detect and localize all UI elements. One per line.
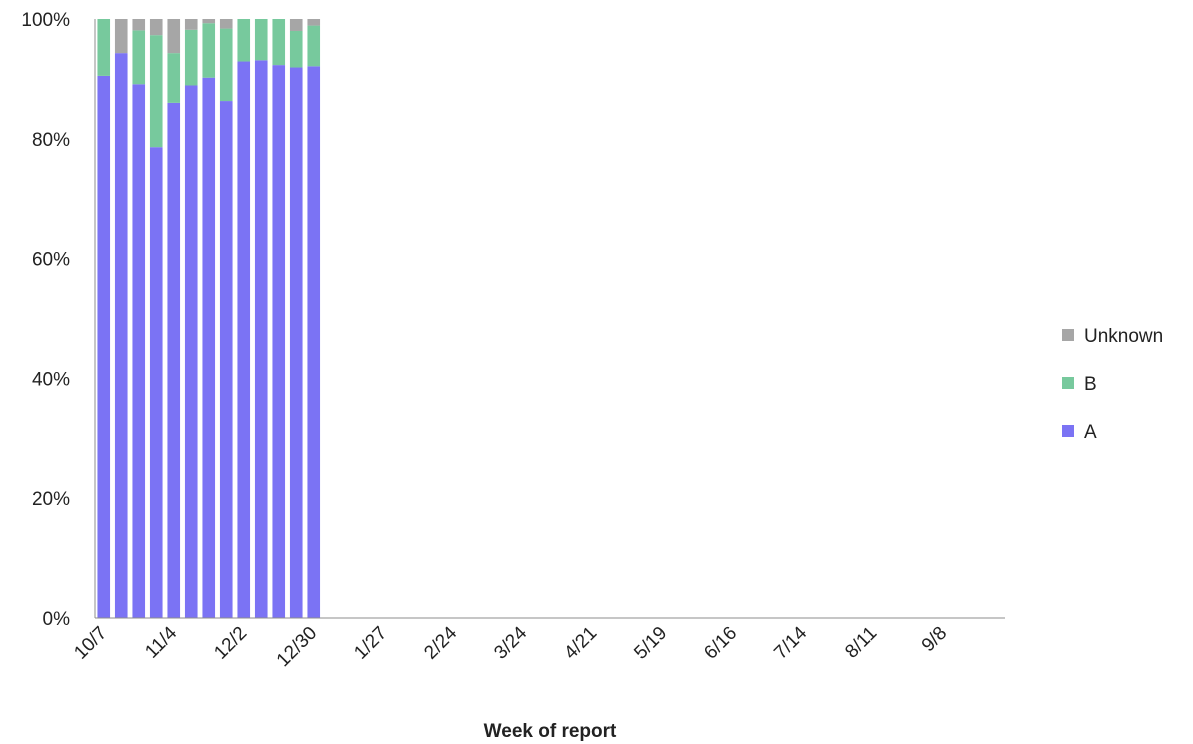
x-tick-label: 12/30 [273, 623, 321, 671]
bar-segment-b-12-9 [254, 19, 268, 61]
x-tick-label: 9/8 [918, 623, 952, 657]
bar-segment-a-10-14 [114, 53, 128, 618]
bar-segment-unknown-11-25 [219, 19, 233, 29]
legend-swatch-b [1062, 377, 1074, 389]
bar-segment-a-10-7 [97, 75, 111, 618]
x-tick-label: 1/27 [350, 623, 391, 664]
x-tick-label: 12/2 [210, 623, 251, 664]
bar-segment-a-12-23 [289, 67, 303, 618]
bar-segment-unknown-10-28 [149, 19, 163, 36]
bar-segment-a-11-25 [219, 101, 233, 618]
bar-segment-a-12-9 [254, 60, 268, 618]
y-tick-label: 60% [32, 250, 70, 271]
bar-segment-unknown-11-18 [202, 19, 216, 24]
bar-segment-a-11-11 [184, 85, 198, 619]
bar-segment-unknown-12-30 [307, 19, 321, 26]
bar-segment-a-10-28 [149, 147, 163, 618]
bar-segment-b-12-23 [289, 30, 303, 68]
bar-segment-a-12-2 [237, 61, 251, 618]
bar-segment-b-11-11 [184, 29, 198, 86]
legend-swatch-unknown [1062, 329, 1074, 341]
x-tick-label: 11/4 [141, 622, 181, 662]
x-tick-label: 2/24 [420, 622, 461, 663]
bar-segment-unknown-12-23 [289, 19, 303, 31]
legend-label-b: B [1084, 374, 1097, 395]
legend-label-a: A [1084, 422, 1097, 443]
x-tick-label: 8/11 [841, 623, 881, 663]
bar-segment-b-10-28 [149, 35, 163, 148]
bar-segment-a-12-16 [272, 65, 286, 619]
x-tick-label: 5/19 [630, 623, 671, 664]
y-tick-label: 40% [32, 369, 70, 390]
y-tick-label: 100% [21, 10, 70, 31]
legend-swatch-a [1062, 425, 1074, 437]
bar-segment-a-12-30 [307, 66, 321, 618]
bar-segment-b-11-18 [202, 23, 216, 78]
bar-segment-b-12-30 [307, 25, 321, 67]
legend: Unknown B A [1062, 326, 1163, 443]
bar-segment-b-11-4 [167, 53, 181, 103]
bar-segment-unknown-10-21 [132, 19, 146, 31]
x-axis-title: Week of report [484, 721, 617, 742]
bar-segment-a-10-21 [132, 84, 146, 619]
bar-segment-unknown-11-4 [167, 19, 181, 54]
x-tick-label: 6/16 [700, 623, 741, 664]
bars-layer [97, 19, 321, 619]
x-tick-label: 7/14 [770, 622, 811, 663]
bar-segment-unknown-10-14 [114, 19, 128, 54]
bar-segment-a-11-18 [202, 77, 216, 618]
y-tick-label: 0% [43, 609, 71, 630]
y-tick-label: 20% [32, 489, 70, 510]
bar-segment-b-12-16 [272, 19, 286, 66]
bar-segment-b-12-2 [237, 19, 251, 62]
y-tick-labels: 0% 20% 40% 60% 80% 100% [21, 10, 70, 630]
x-tick-label: 10/7 [70, 623, 111, 664]
x-tick-label: 4/21 [560, 623, 601, 664]
bar-segment-b-10-7 [97, 19, 111, 76]
bar-segment-unknown-11-11 [184, 19, 198, 30]
bar-segment-b-11-25 [219, 28, 233, 102]
bar-segment-a-11-4 [167, 102, 181, 619]
x-tick-label: 3/24 [490, 622, 531, 663]
legend-label-unknown: Unknown [1084, 326, 1163, 347]
x-tick-labels: 10/7 11/4 12/2 12/30 1/27 2/24 3/24 4/21 5/19 6/1… [70, 622, 951, 671]
bar-segment-b-10-21 [132, 30, 146, 85]
axes-layer [94, 19, 1005, 619]
y-tick-label: 80% [32, 130, 70, 151]
